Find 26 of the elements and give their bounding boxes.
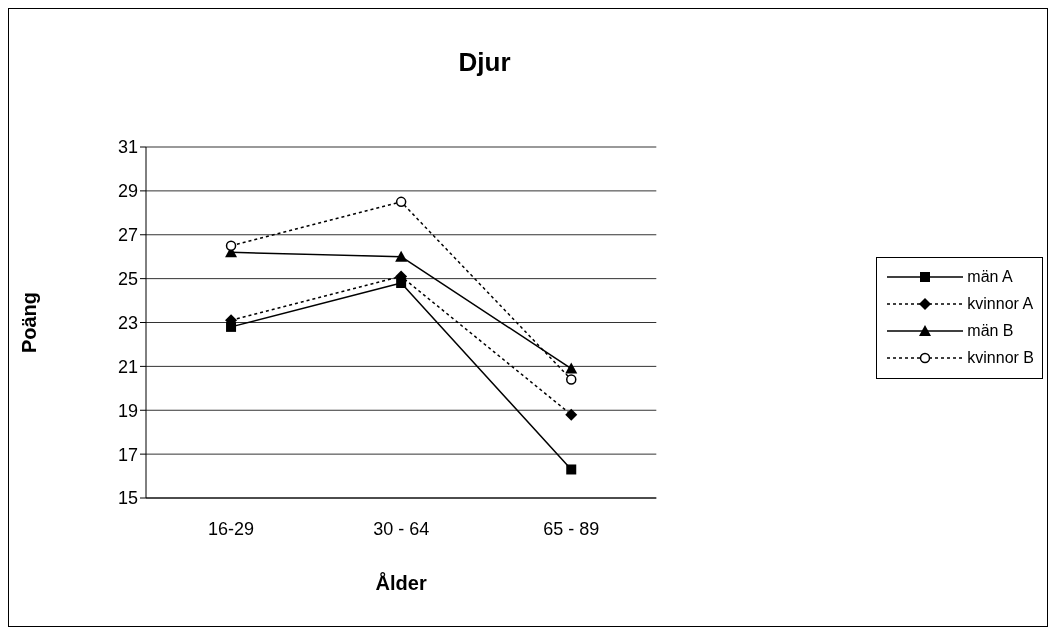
- x-tick-label: 65 - 89: [543, 518, 600, 539]
- point: [225, 240, 237, 251]
- y-tick-label: 29: [117, 181, 138, 202]
- y-tick-label: 15: [117, 488, 138, 509]
- x-axis-title: Ålder: [375, 571, 427, 595]
- point: [565, 408, 578, 421]
- point: [566, 374, 577, 385]
- y-tick-label: 19: [117, 400, 138, 421]
- point: [395, 196, 407, 208]
- legend-label: kvinnor A: [967, 295, 1034, 313]
- legend-label: män A: [967, 268, 1013, 286]
- point: [566, 464, 577, 475]
- y-tick-label: 25: [117, 269, 138, 290]
- x-tick-label: 16-29: [208, 518, 255, 539]
- x-tick-label: 30 - 64: [373, 518, 430, 539]
- y-tick-label: 27: [117, 225, 138, 246]
- point: [565, 362, 578, 374]
- chart-title: Djur: [457, 47, 512, 78]
- legend-label: män B: [967, 322, 1014, 340]
- point: [395, 250, 408, 262]
- y-tick-label: 31: [117, 137, 138, 158]
- y-tick-label: 21: [117, 356, 138, 377]
- y-tick-label: 23: [117, 312, 138, 333]
- y-axis-title: Poäng: [18, 291, 41, 354]
- y-tick-label: 17: [117, 444, 138, 465]
- legend-label: kvinnor B: [967, 349, 1034, 367]
